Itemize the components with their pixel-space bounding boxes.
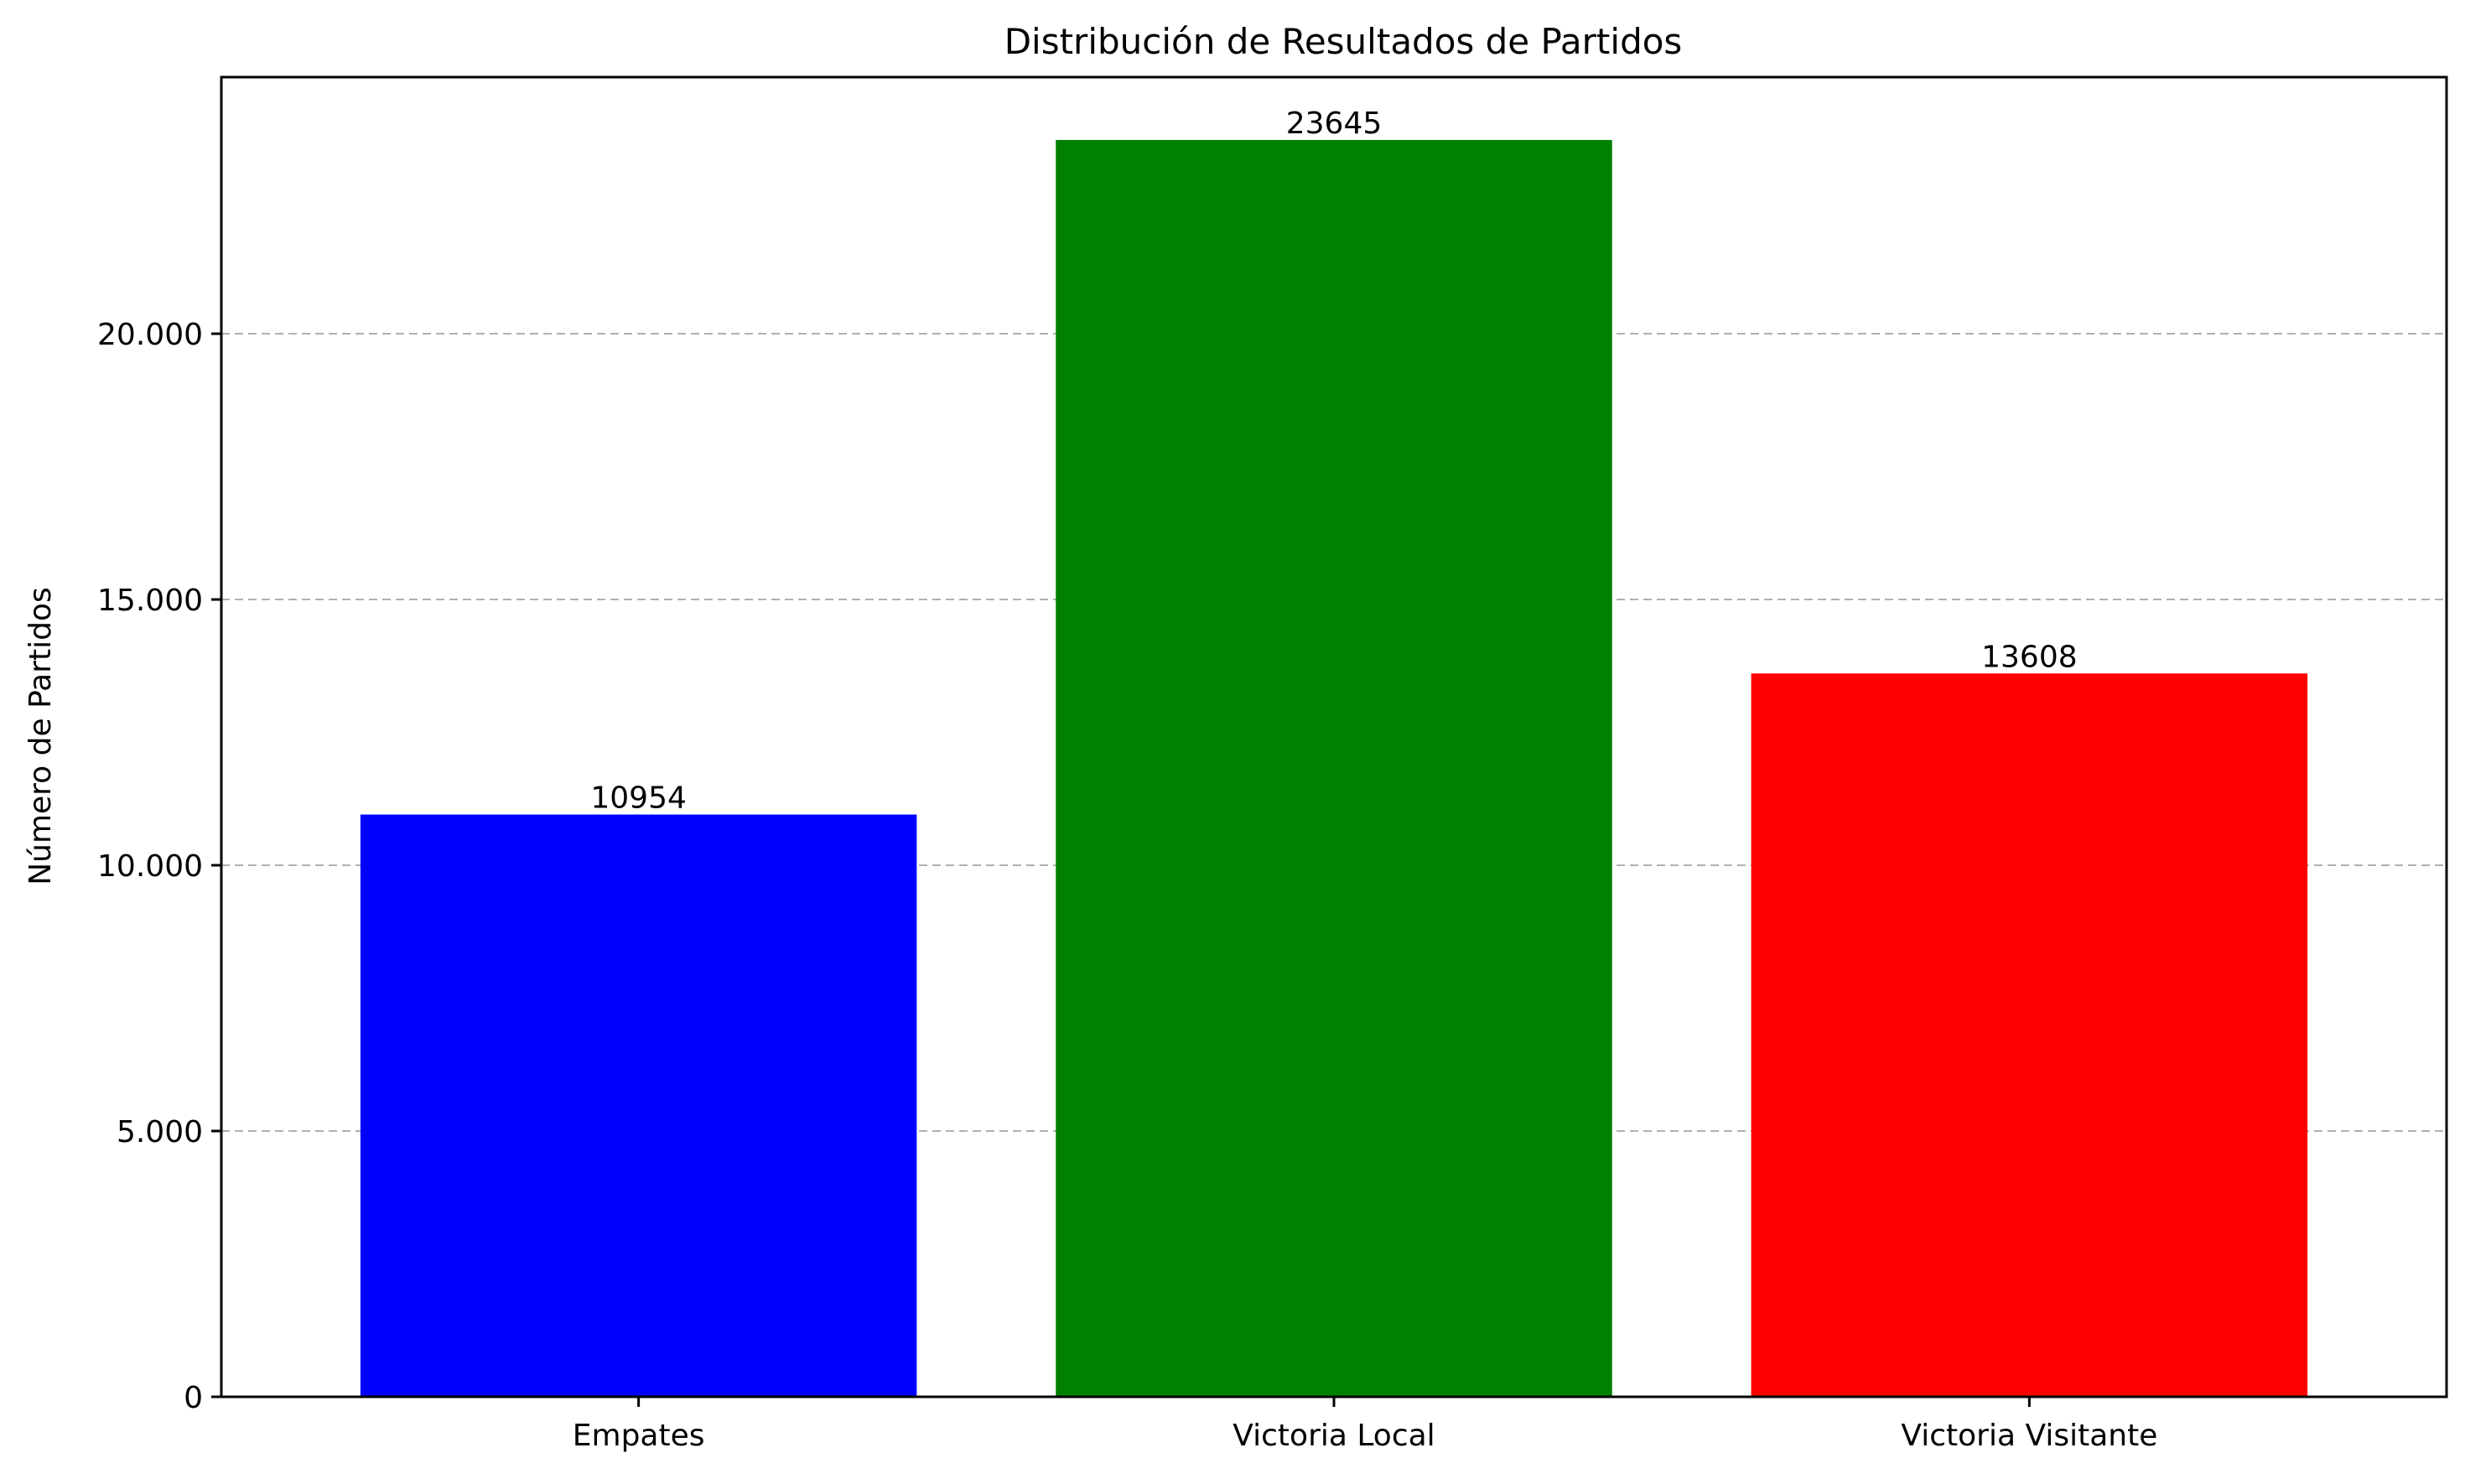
x-axis-ticks: Empates Victoria Local Victoria Visitante xyxy=(573,1397,2157,1453)
bar-value-label: 13608 xyxy=(1981,640,2078,674)
y-tick-label: 5.000 xyxy=(117,1115,203,1149)
x-tick-label: Empates xyxy=(573,1419,705,1453)
bar-value-label: 23645 xyxy=(1286,106,1383,141)
y-tick-label: 20.000 xyxy=(97,318,203,352)
x-tick-label: Victoria Visitante xyxy=(1901,1419,2157,1453)
bar-value-labels: 10954 23645 13608 xyxy=(590,106,2077,816)
bar-empates xyxy=(360,814,917,1397)
y-tick-label: 15.000 xyxy=(97,584,203,618)
y-tick-label: 0 xyxy=(184,1381,203,1415)
bar-victoria-local xyxy=(1056,139,1612,1398)
chart-title: Distribución de Resultados de Partidos xyxy=(1004,21,1683,62)
y-tick-label: 10.000 xyxy=(97,849,203,884)
y-axis-ticks: 0 5.000 10.000 15.000 20.000 xyxy=(97,318,221,1415)
x-tick-label: Victoria Local xyxy=(1233,1419,1435,1453)
bar-value-label: 10954 xyxy=(590,781,687,816)
bars xyxy=(360,139,2308,1398)
y-axis-label: Número de Partidos xyxy=(23,587,58,885)
bar-victoria-visitante xyxy=(1751,673,2308,1397)
